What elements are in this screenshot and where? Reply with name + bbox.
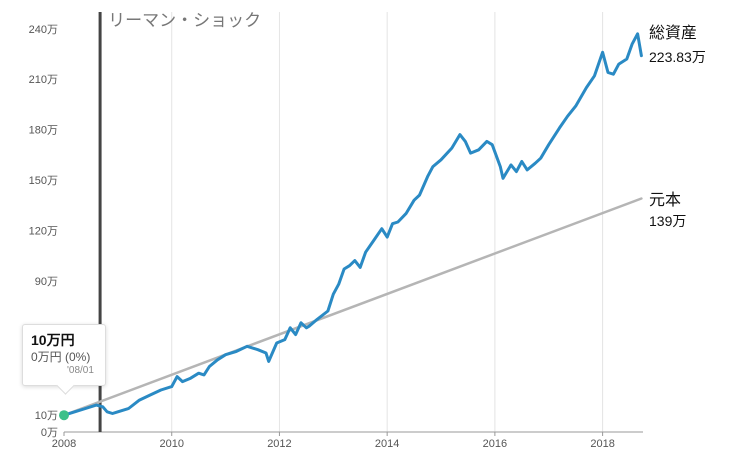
annotations: リーマン・ショック	[98, 11, 261, 432]
tooltip-value: 10万円	[31, 332, 75, 348]
x-tick-label: 2010	[159, 438, 183, 450]
series-end-name: 総資産	[649, 24, 697, 42]
x-tick-label: 2014	[375, 438, 399, 450]
y-axis-ticks: 0万10万60万90万120万150万180万210万240万	[29, 24, 58, 439]
y-tick-label: 210万	[29, 74, 58, 86]
y-tick-label: 10万	[35, 410, 58, 422]
x-tick-label: 2018	[590, 438, 614, 450]
y-tick-label: 120万	[29, 225, 58, 237]
y-tick-label: 240万	[29, 24, 58, 36]
y-tick-label: 90万	[35, 276, 58, 288]
series-line-total-assets	[62, 32, 643, 417]
y-tick-label: 0万	[41, 427, 58, 439]
hover-tooltip: 10万円 0万円 (0%) '08/01	[22, 324, 106, 386]
series-end-value: 223.83万	[649, 49, 706, 65]
series-line-principal	[62, 197, 643, 417]
series-end-value: 139万	[649, 213, 686, 229]
x-tick-label: 2012	[267, 438, 291, 450]
series-lines	[62, 32, 643, 417]
hover-point-marker[interactable]	[59, 410, 69, 421]
tooltip-change: 0万円 (0%)	[31, 350, 91, 364]
y-tick-label: 150万	[29, 175, 58, 187]
x-tick-label: 2016	[483, 438, 507, 450]
y-tick-label: 180万	[29, 125, 58, 137]
vertical-grid	[171, 12, 604, 432]
event-label: リーマン・ショック	[108, 11, 261, 30]
tooltip-date: '08/01	[67, 365, 94, 376]
x-axis-ticks: 2008 2010 2012 2014 2016 2018	[52, 432, 615, 450]
x-tick-label: 2008	[52, 438, 76, 450]
series-end-name: 元本	[649, 191, 681, 209]
